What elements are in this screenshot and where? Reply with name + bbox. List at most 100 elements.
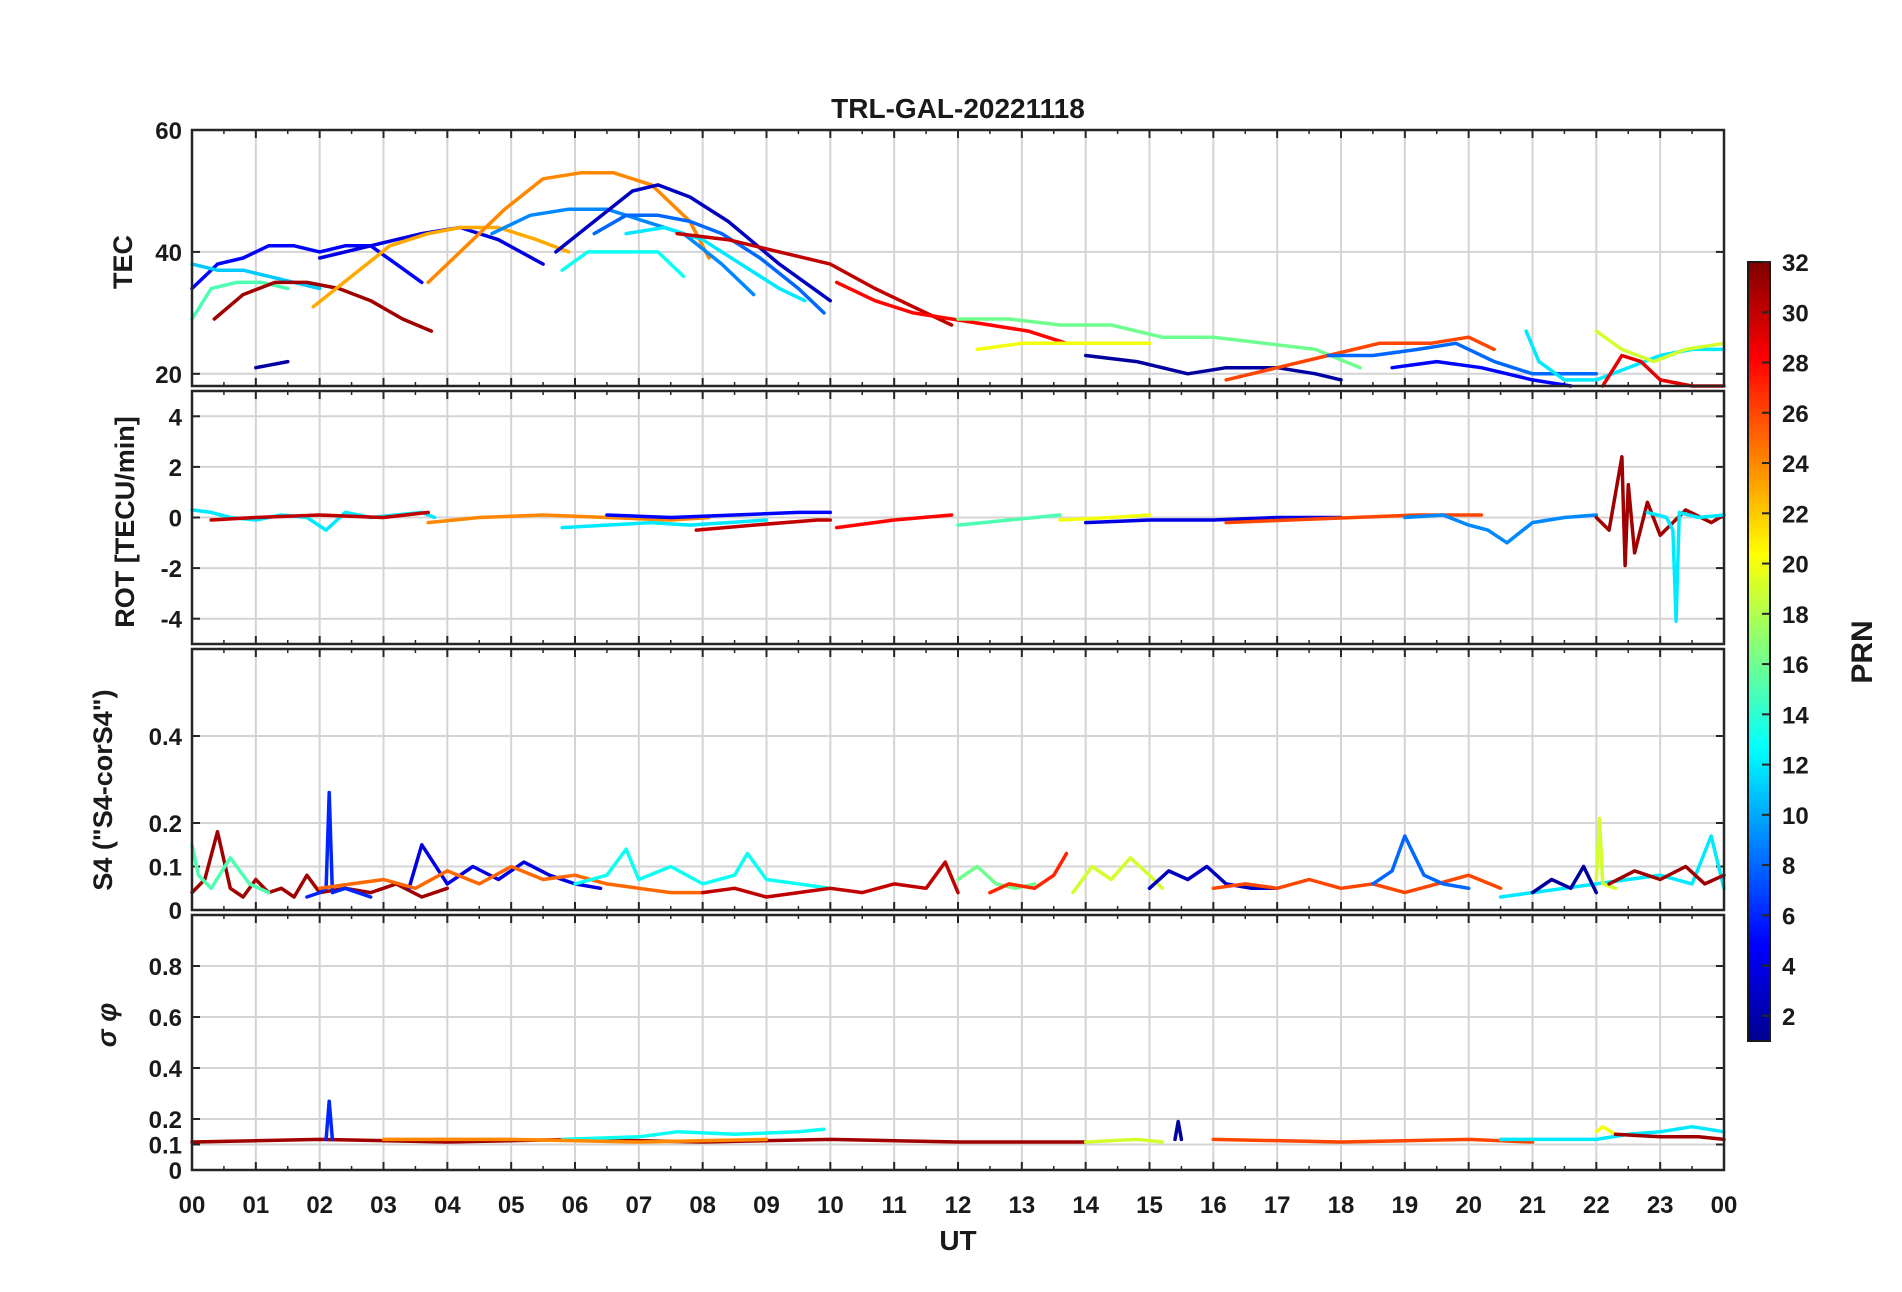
x-tick-label: 20 [1455, 1192, 1482, 1219]
tec-series-prn-5 [190, 244, 424, 291]
x-tick-label: 18 [1328, 1192, 1355, 1219]
tec-axis-label: TEC [108, 235, 138, 289]
x-tick-label: 11 [881, 1192, 906, 1219]
tec-series-prn-24 [426, 170, 711, 285]
colorbar-tick-label: 12 [1782, 753, 1809, 780]
x-tick-label: 04 [434, 1192, 461, 1219]
x-tick-label: 15 [1136, 1192, 1163, 1219]
x-tick-label: 08 [689, 1192, 716, 1219]
colorbar-tick-label: 16 [1782, 652, 1809, 679]
s4-axis-label: S4 ("S4-corS4") [88, 689, 118, 890]
s4-panel: 0.4 0.2 0.1 0 [149, 647, 1726, 925]
x-tick-label: 13 [1008, 1192, 1035, 1219]
x-tick-label: 21 [1519, 1192, 1546, 1219]
sigma_phi-series-prn-31 [1613, 1132, 1726, 1142]
colorbar-tick-label: 6 [1782, 903, 1795, 930]
rot-series-prn-30 [209, 510, 430, 522]
s4-series-prn-13 [573, 847, 833, 891]
s4-series-prn-19 [1071, 856, 1165, 895]
rot-ytick-label: 4 [169, 404, 183, 431]
x-tick-label: 01 [242, 1192, 269, 1219]
colorbar-tick-label: 26 [1782, 401, 1809, 428]
tec-series-prn-30 [675, 231, 954, 327]
tec-series-prn-3 [554, 183, 833, 303]
tec-series-prn-12 [624, 225, 807, 303]
tec-series-prn-16 [956, 317, 1362, 370]
tec-panel: 20 40 60 [155, 118, 1726, 389]
rot-series-prn-12 [1645, 510, 1726, 623]
tec-ytick-label: 20 [155, 362, 182, 389]
rot-series-prn-20 [1058, 513, 1152, 522]
colorbar-tick-label: 14 [1782, 702, 1809, 729]
s4-ytick-label: 0.2 [149, 811, 182, 838]
tec-series-prn-2 [1083, 353, 1343, 382]
x-tick-labels: 00 01 02 03 04 05 06 07 08 09 10 11 12 13 14 15 16 17 18 19… [179, 1192, 1738, 1219]
colorbar-tick-label: 28 [1782, 351, 1809, 378]
colorbar-tick-label: 22 [1782, 501, 1809, 528]
s4-series-prn-31 [190, 829, 450, 899]
tec-series-prn-28 [834, 280, 1069, 346]
tec-series-prn-26 [1224, 335, 1496, 382]
colorbar-tick-label: 30 [1782, 300, 1809, 327]
x-tick-label: 14 [1072, 1192, 1099, 1219]
tec-series-prn-19 [1594, 329, 1726, 364]
rot-series-prn-4 [1083, 515, 1343, 525]
s4-series-prn-26 [1211, 873, 1503, 895]
colorbar-tick-label: 18 [1782, 602, 1809, 629]
rot-series-prn-31 [1594, 455, 1726, 568]
sigma_phi-series-prn-19 [1083, 1137, 1165, 1144]
s4-series-prn-4 [407, 843, 603, 891]
sigma_phi-series-prn-26 [1211, 1137, 1535, 1144]
colorbar-tick-label: 10 [1782, 803, 1809, 830]
rot-ytick-label: 2 [169, 455, 182, 482]
s4-series-prn-2 [1530, 864, 1599, 895]
rot-series-prn-30 [694, 518, 833, 532]
sigma_phi-series-prn-13 [560, 1127, 826, 1142]
tec-series-prn-8 [592, 213, 826, 315]
sigma-phi-panel: 0.8 0.6 0.4 0.20.10 [149, 913, 1726, 1185]
x-tick-label: 02 [306, 1192, 333, 1219]
sigma_phi-ytick-label: 0.6 [149, 1005, 182, 1032]
s4-series-prn-30 [700, 860, 960, 899]
s4-series-prn-19 [1594, 816, 1618, 891]
x-tick-label: 09 [753, 1192, 780, 1219]
colorbar-tick-label: 4 [1782, 954, 1796, 981]
tec-series-prn-20 [975, 341, 1152, 352]
s4-series-prn-15 [190, 843, 271, 895]
s4-axes-frame [190, 647, 1726, 912]
colorbar [1747, 261, 1771, 1042]
colorbar-tick-label: 32 [1782, 250, 1809, 277]
sigma_phi-ytick-label: 0.1 [149, 1133, 182, 1160]
tec-series-prn-8 [1326, 341, 1599, 376]
x-tick-label: 05 [498, 1192, 525, 1219]
chart-title: TRL-GAL-20221118 [831, 93, 1085, 124]
x-tick-label: 22 [1583, 1192, 1610, 1219]
s4-series-prn-25 [317, 864, 705, 895]
colorbar-tick-label: 20 [1782, 552, 1809, 579]
x-tick-label: 03 [370, 1192, 397, 1219]
sigma-phi-axis-label: σ φ [92, 1003, 122, 1047]
s4-series-prn-6 [305, 790, 373, 899]
rot-series-prn-15 [956, 513, 1062, 527]
tec-series-prn-31 [212, 280, 434, 333]
rot-panel: 4 2 0 -2 -4 [161, 389, 1726, 646]
rot-series-prn-28 [834, 513, 954, 530]
s4-series-prn-31 [1607, 864, 1726, 886]
x-tick-label: 23 [1647, 1192, 1674, 1219]
colorbar-tick-label: 24 [1782, 451, 1809, 478]
sigma_phi-series-prn-20 [1594, 1124, 1618, 1137]
rot-series-prn-24 [426, 513, 711, 525]
sigma_phi-ytick-label: 0.4 [149, 1056, 183, 1083]
colorbar-tick-label: 2 [1782, 1004, 1795, 1031]
rot-axes-frame [190, 389, 1726, 646]
sigma_phi-series-prn-2 [1173, 1119, 1184, 1142]
rot-ytick-label: -4 [161, 607, 183, 634]
s4-ytick-label: 0 [169, 898, 182, 925]
x-tick-label: 07 [625, 1192, 652, 1219]
x-tick-label: 12 [945, 1192, 972, 1219]
x-tick-label: 06 [562, 1192, 589, 1219]
sigma_phi-ytick-label: 0.8 [149, 954, 182, 981]
tec-series-prn-23 [311, 225, 571, 309]
